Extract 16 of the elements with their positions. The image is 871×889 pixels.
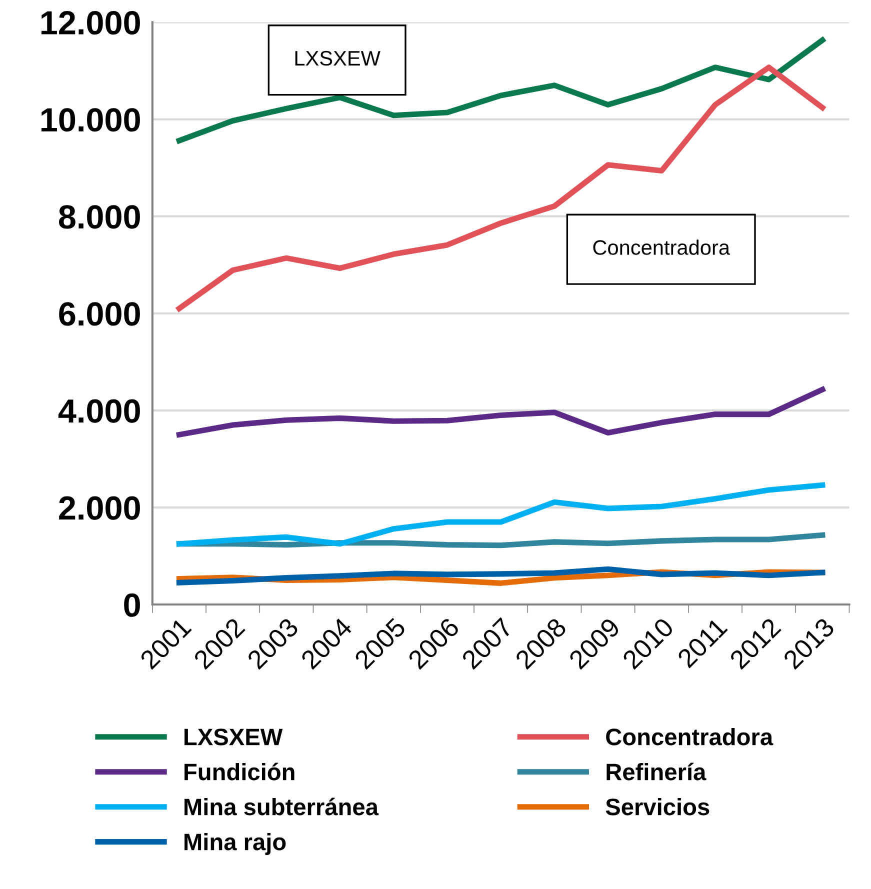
y-tick-label: 8.000 (58, 205, 140, 229)
legend-label: Refinería (606, 762, 706, 780)
annotation: Concentradora (593, 240, 730, 255)
y-tick-label: 10.000 (41, 108, 140, 132)
legend-label: Concentradora (606, 728, 774, 746)
legend-label: Fundición (184, 762, 294, 780)
y-tick-label: 6.000 (59, 302, 140, 326)
y-tick-label: 4.000 (58, 399, 140, 423)
annotation: LXSXEW (295, 50, 380, 66)
legend-label: Mina subterránea (184, 798, 379, 816)
y-tick-label: 2.000 (59, 496, 140, 520)
legend-label: LXSXEW (184, 728, 283, 746)
legend-label: Mina rajo (184, 832, 286, 856)
legend-label: Servicios (606, 798, 710, 816)
y-tick-label: 0 (124, 593, 140, 617)
y-tick-label: 12.000 (41, 11, 140, 35)
